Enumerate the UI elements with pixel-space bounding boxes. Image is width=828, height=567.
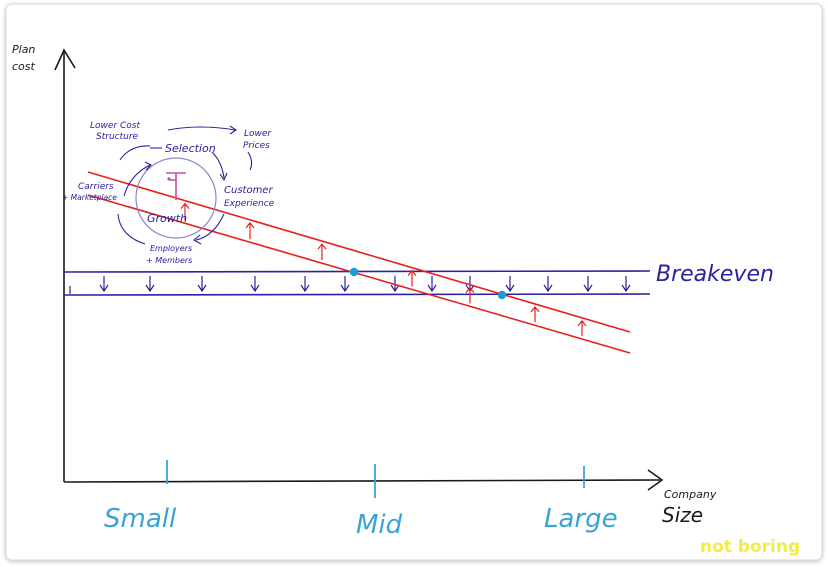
flywheel: Growth Lower Cost Structure Selection Lo… <box>62 121 275 265</box>
down-arrow-icon <box>505 276 515 293</box>
cost-curve-upper <box>87 171 631 333</box>
flywheel-node-lower-cost: Lower Cost <box>90 121 140 131</box>
flywheel-node-structure: Structure <box>96 132 139 142</box>
flywheel-node-selection: Selection <box>165 142 216 155</box>
tick-label-small: Small <box>104 504 177 534</box>
x-axis-arrow-icon <box>647 469 664 491</box>
flywheel-node-customer: Customer <box>224 185 273 196</box>
tick-label-large: Large <box>544 504 618 534</box>
breakeven-line-lower <box>63 293 651 296</box>
breakeven-arrows <box>69 276 631 294</box>
x-axis-label-line2: Size <box>662 503 703 527</box>
up-arrow-icon <box>465 286 475 304</box>
intersection-point-1 <box>349 267 359 277</box>
y-axis-label-line2: cost <box>12 60 36 73</box>
down-arrow-icon <box>145 276 155 293</box>
up-arrow-icon <box>180 202 190 221</box>
up-arrow-icon <box>407 269 417 287</box>
flywheel-node-lower: Lower <box>244 129 272 139</box>
down-arrow-icon <box>250 276 260 293</box>
x-axis-label-line1: Company <box>664 488 717 501</box>
cost-curve-lower <box>87 194 631 354</box>
down-arrow-icon <box>99 276 109 293</box>
breakeven-label: Breakeven <box>656 262 774 287</box>
cost-curve-arrows <box>180 202 587 337</box>
up-arrow-icon <box>577 319 587 337</box>
tick-label-mid: Mid <box>356 510 403 540</box>
brand-watermark: not boring <box>700 537 800 557</box>
y-axis-arrow-icon <box>54 48 76 71</box>
flywheel-node-members: + Members <box>146 256 192 265</box>
down-arrow-icon <box>543 276 553 293</box>
down-arrow-icon <box>427 276 437 293</box>
down-arrow-icon <box>340 276 350 293</box>
up-arrow-icon <box>317 243 327 261</box>
flywheel-node-employers: Employers <box>150 244 192 253</box>
down-arrow-icon <box>390 276 400 293</box>
logo-icon <box>166 172 186 200</box>
flywheel-node-carriers: Carriers <box>78 182 114 192</box>
down-arrow-icon <box>197 276 207 293</box>
up-arrow-icon <box>530 305 540 323</box>
up-arrow-icon <box>245 221 255 240</box>
down-arrow-icon <box>583 276 593 293</box>
sketch-card <box>5 3 823 561</box>
down-arrow-icon <box>621 276 631 293</box>
flywheel-node-experience: Experience <box>224 199 275 209</box>
flywheel-node-marketplace: + Marketplace <box>62 193 117 202</box>
y-axis-label-line1: Plan <box>12 43 35 56</box>
x-axis <box>63 469 664 491</box>
down-arrow-icon <box>300 276 310 293</box>
intersection-point-2 <box>497 290 507 300</box>
flywheel-ring <box>135 157 217 239</box>
flywheel-node-prices: Prices <box>243 141 270 151</box>
flywheel-center-label: Growth <box>147 212 187 225</box>
y-axis <box>54 48 76 482</box>
